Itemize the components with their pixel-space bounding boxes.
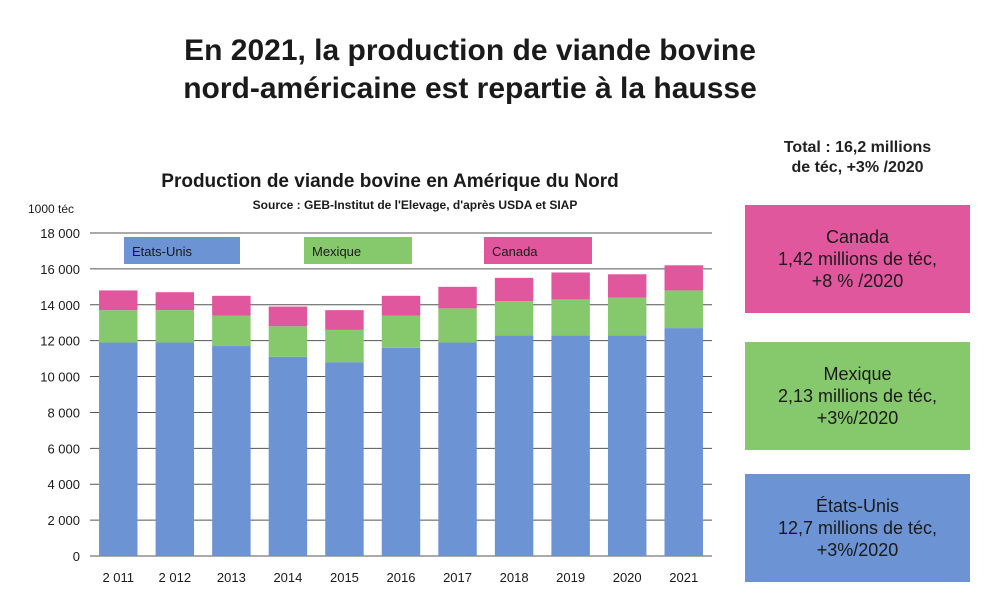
canada-name: Canada bbox=[825, 227, 890, 247]
bar-segment-mexique bbox=[268, 326, 308, 357]
bar-segment-mexique bbox=[664, 290, 703, 329]
headline: En 2021, la production de viande bovine … bbox=[0, 32, 940, 108]
y-tick-label: 10 000 bbox=[40, 370, 80, 385]
bar-segment-canada bbox=[268, 306, 308, 327]
bar-segment-canada bbox=[607, 274, 647, 298]
x-tick-label: 2015 bbox=[330, 570, 359, 585]
y-tick-label: 0 bbox=[73, 549, 80, 564]
x-tick-label: 2017 bbox=[443, 570, 472, 585]
stacked-bar-chart: Production de viande bovine en Amérique … bbox=[28, 171, 712, 585]
y-tick-label: 8 000 bbox=[47, 405, 80, 420]
x-tick-label: 2019 bbox=[556, 570, 585, 585]
total-line-1: Total : 16,2 millions bbox=[783, 139, 932, 156]
bar-segment-mexique bbox=[551, 299, 590, 336]
headline-line-1: En 2021, la production de viande bovine bbox=[184, 34, 756, 67]
mexique-summary-box: Mexique 2,13 millions de téc, +3%/2020 bbox=[745, 342, 970, 450]
x-tick-label: 2018 bbox=[500, 570, 529, 585]
usa-change: +3%/2020 bbox=[816, 540, 899, 560]
x-tick-label: 2 011 bbox=[102, 570, 134, 585]
legend-swatch bbox=[484, 237, 592, 264]
canada-summary-box: Canada 1,42 millions de téc, +8 % /2020 bbox=[745, 205, 970, 313]
legend-label: Canada bbox=[492, 244, 538, 259]
bar-segment-canada bbox=[438, 286, 477, 309]
bar-segment-mexique bbox=[155, 310, 195, 343]
chart-subtitle: Source : GEB-Institut de l'Elevage, d'ap… bbox=[253, 198, 578, 212]
bar-segment-canada bbox=[381, 295, 421, 316]
bars bbox=[99, 265, 703, 556]
mexique-change: +3%/2020 bbox=[816, 408, 899, 428]
bar-segment-mexique bbox=[438, 308, 477, 343]
bar-segment-canada bbox=[551, 272, 590, 300]
x-tick-label: 2020 bbox=[613, 570, 642, 585]
bar-segment-canada bbox=[325, 310, 364, 330]
bar-segment-mexique bbox=[325, 329, 364, 363]
bar-segment-etats-unis bbox=[381, 347, 421, 556]
y-tick-label: 16 000 bbox=[40, 262, 80, 277]
bar-segment-canada bbox=[664, 265, 703, 291]
bar-segment-etats-unis bbox=[212, 346, 251, 556]
mexique-name: Mexique bbox=[823, 364, 892, 384]
bar-segment-mexique bbox=[381, 315, 421, 348]
bar-segment-etats-unis bbox=[494, 335, 534, 556]
chart-title: Production de viande bovine en Amérique … bbox=[161, 171, 618, 192]
bar-segment-etats-unis bbox=[268, 356, 308, 556]
y-tick-label: 12 000 bbox=[40, 334, 80, 349]
bar-segment-etats-unis bbox=[325, 362, 364, 556]
canada-change: +8 % /2020 bbox=[811, 271, 904, 291]
bar-segment-canada bbox=[212, 295, 251, 316]
total-line-2: de téc, +3% /2020 bbox=[791, 159, 924, 176]
legend-label: Etats-Unis bbox=[132, 244, 192, 259]
y-axis-ticks: 0 2 000 4 000 6 000 8 000 10 000 12 000 14 000 1… bbox=[40, 226, 80, 564]
bar-segment-canada bbox=[494, 277, 534, 302]
bar-segment-etats-unis bbox=[607, 335, 647, 556]
bar-segment-mexique bbox=[494, 301, 534, 336]
y-tick-label: 6 000 bbox=[47, 441, 80, 456]
legend-label: Mexique bbox=[312, 244, 361, 259]
bar-segment-canada bbox=[99, 290, 138, 311]
x-tick-label: 2013 bbox=[217, 570, 246, 585]
legend-swatch bbox=[304, 237, 412, 264]
x-tick-label: 2016 bbox=[387, 570, 416, 585]
y-tick-label: 2 000 bbox=[47, 513, 80, 528]
x-tick-label: 2021 bbox=[669, 570, 698, 585]
bar-segment-etats-unis bbox=[99, 342, 138, 556]
usa-summary-box: États-Unis 12,7 millions de téc, +3%/202… bbox=[745, 474, 970, 582]
canada-value: 1,42 millions de téc, bbox=[777, 249, 938, 269]
mexique-value: 2,13 millions de téc, bbox=[777, 386, 938, 406]
y-tick-label: 14 000 bbox=[40, 298, 80, 313]
x-axis-ticks: 2 011 2 012 2013 2014 2015 2016 2017 2018 2019 20… bbox=[102, 570, 698, 585]
y-tick-label: 4 000 bbox=[47, 477, 80, 492]
bar-segment-etats-unis bbox=[155, 342, 195, 556]
bar-segment-etats-unis bbox=[551, 335, 590, 556]
bar-segment-mexique bbox=[607, 297, 647, 336]
x-tick-label: 2 012 bbox=[159, 570, 192, 585]
y-tick-label: 18 000 bbox=[40, 226, 80, 241]
legend: Etats-Unis Mexique Canada bbox=[124, 237, 592, 264]
x-tick-label: 2014 bbox=[273, 570, 302, 585]
legend-swatch bbox=[124, 237, 240, 264]
bar-segment-canada bbox=[155, 292, 195, 311]
bar-segment-etats-unis bbox=[664, 328, 703, 556]
usa-name: États-Unis bbox=[815, 496, 900, 516]
bar-segment-mexique bbox=[212, 315, 251, 347]
usa-value: 12,7 millions de téc, bbox=[777, 518, 938, 538]
bar-segment-etats-unis bbox=[438, 342, 477, 556]
bar-segment-mexique bbox=[99, 310, 138, 343]
total-summary: Total : 16,2 millions de téc, +3% /2020 bbox=[745, 138, 970, 178]
y-axis-unit: 1000 téc bbox=[28, 202, 74, 216]
headline-line-2: nord-américaine est repartie à la hausse bbox=[183, 72, 757, 105]
